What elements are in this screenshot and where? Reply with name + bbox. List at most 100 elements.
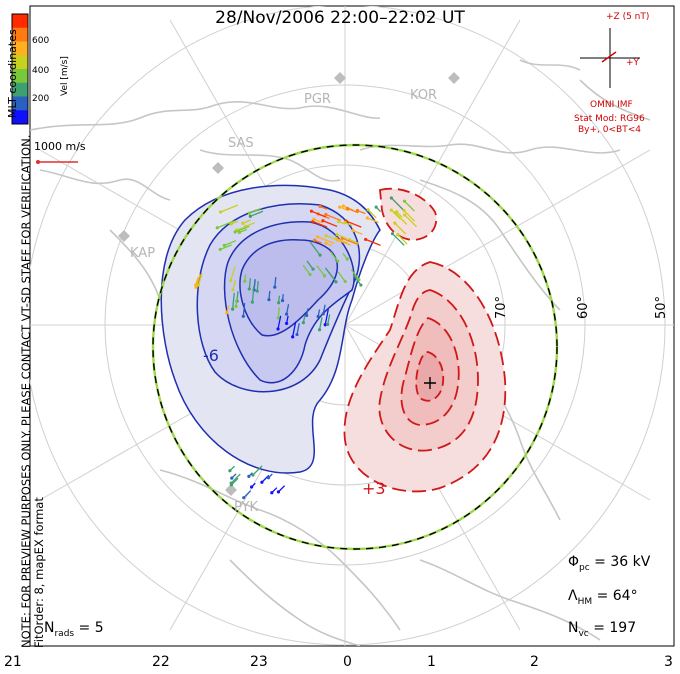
velocity-vector-origin: [324, 212, 328, 217]
velocity-vector: [337, 239, 351, 246]
negative-contour-core: [239, 239, 339, 337]
velocity-colorbar: [12, 14, 28, 125]
velocity-vector: [252, 465, 263, 476]
colorbar-tick-400: 400: [32, 66, 50, 76]
velocity-vector: [274, 276, 277, 288]
velocity-vector-origin: [315, 235, 320, 239]
velocity-vector-origin: [334, 280, 338, 284]
velocity-vector: [249, 207, 262, 214]
station-markers: [118, 72, 460, 496]
latitude-label-70: 70°: [494, 295, 510, 320]
velocity-vector: [220, 204, 239, 213]
velocity-vector: [309, 241, 321, 256]
velocity-vector: [242, 303, 246, 317]
velocity-vector-origin: [312, 217, 316, 221]
velocity-vector: [394, 222, 407, 235]
velocity-vector-origin: [194, 285, 198, 289]
velocity-vector-origin: [374, 205, 378, 209]
velocity-vector-origin: [341, 204, 345, 208]
velocity-vector: [318, 317, 323, 330]
mlt-tick-2: 2: [530, 654, 539, 670]
velocity-vector-origin: [291, 335, 295, 339]
velocity-vector-origin: [336, 259, 340, 263]
velocity-vector-origin: [280, 298, 285, 303]
colorbar-block: [12, 82, 28, 97]
velocity-vector-origin: [247, 474, 251, 478]
velocity-vector-origin: [323, 323, 327, 327]
scale-vector-label: 1000 m/s: [34, 140, 86, 153]
mlt-tick-0: 0: [343, 654, 352, 670]
velocity-vector-origin: [284, 312, 289, 316]
velocity-vector: [365, 238, 381, 247]
velocity-vector-origin: [273, 285, 277, 289]
velocity-vector-origin: [247, 287, 251, 291]
cross-polar-potential: Φpc = 36 kV: [568, 554, 651, 573]
hm-latitude: ΛHM = 64°: [568, 588, 638, 607]
velocity-vector-origin: [316, 314, 320, 319]
velocity-vector: [232, 280, 237, 291]
velocity-vector-origin: [276, 316, 280, 320]
velocity-vector: [230, 266, 236, 281]
velocity-vector: [367, 209, 377, 219]
velocity-vector-origin: [308, 272, 312, 277]
velocity-vector-origin: [345, 257, 349, 261]
velocity-vector-origin: [215, 226, 219, 230]
station-marker-pyk: [225, 484, 237, 496]
station-label-kor: KOR: [410, 88, 438, 103]
velocity-vector-origin: [313, 238, 317, 242]
velocity-vector: [324, 267, 337, 283]
velocity-vector-origin: [309, 209, 314, 213]
colorbar-block: [12, 110, 28, 125]
station-label-sas: SAS: [228, 136, 254, 151]
negative-convection-cell: [160, 184, 381, 474]
velocity-vector: [245, 222, 256, 228]
velocity-vector-origin: [335, 238, 339, 242]
station-label-kap: KAP: [130, 246, 156, 261]
velocity-vector-origin: [393, 221, 397, 225]
velocity-vector-origin: [284, 321, 289, 326]
velocity-vector-origin: [251, 473, 255, 477]
velocity-vector: [311, 210, 327, 218]
velocity-vector-origin: [266, 476, 271, 480]
velocity-vector: [317, 236, 335, 245]
velocity-vector-origin: [343, 279, 347, 284]
velocity-vector: [296, 323, 300, 335]
velocity-vector: [341, 237, 359, 246]
colorbar-block: [12, 96, 28, 111]
mlt-tick-1: 1: [427, 654, 436, 670]
velocity-vector-origin: [326, 322, 330, 326]
velocity-vector-origin: [324, 241, 328, 245]
velocity-vector-origin: [218, 210, 223, 214]
velocity-vector: [336, 233, 348, 240]
velocity-vector-origin: [366, 208, 370, 212]
velocity-vector-origin: [364, 237, 368, 242]
velocity-vector-origin: [242, 496, 246, 500]
velocity-vector: [277, 315, 282, 330]
velocity-vector: [339, 206, 350, 212]
station-label-pgr: PGR: [304, 92, 331, 107]
velocity-vector-origin: [324, 234, 328, 238]
velocity-vector: [217, 220, 235, 229]
velocity-vector-origin: [229, 222, 233, 226]
velocity-vector-origin: [231, 307, 235, 311]
velocity-vector: [352, 274, 362, 286]
velocity-vector: [250, 210, 264, 217]
velocity-vector: [352, 229, 363, 235]
fit-order-note: FitOrder: 8, mapEX format: [32, 497, 46, 648]
imf-clock-diagram: [580, 28, 640, 88]
velocity-vector: [345, 220, 362, 228]
radar-count: Nrads = 5: [44, 620, 104, 639]
imf-z-label: +Z (5 nT): [606, 12, 650, 22]
velocity-vector: [390, 209, 401, 220]
velocity-vector-origin: [345, 206, 350, 211]
imf-model: Stat Mod: RG96: [574, 114, 645, 124]
velocity-vector-origin: [230, 476, 234, 480]
velocity-vector: [230, 473, 241, 484]
velocity-vector: [322, 220, 338, 228]
colorbar-block: [12, 27, 28, 42]
velocity-vector-origin: [305, 313, 309, 317]
velocity-vector: [367, 217, 379, 224]
velocity-vector-origin: [222, 243, 226, 247]
station-marker-kap: [118, 230, 130, 242]
